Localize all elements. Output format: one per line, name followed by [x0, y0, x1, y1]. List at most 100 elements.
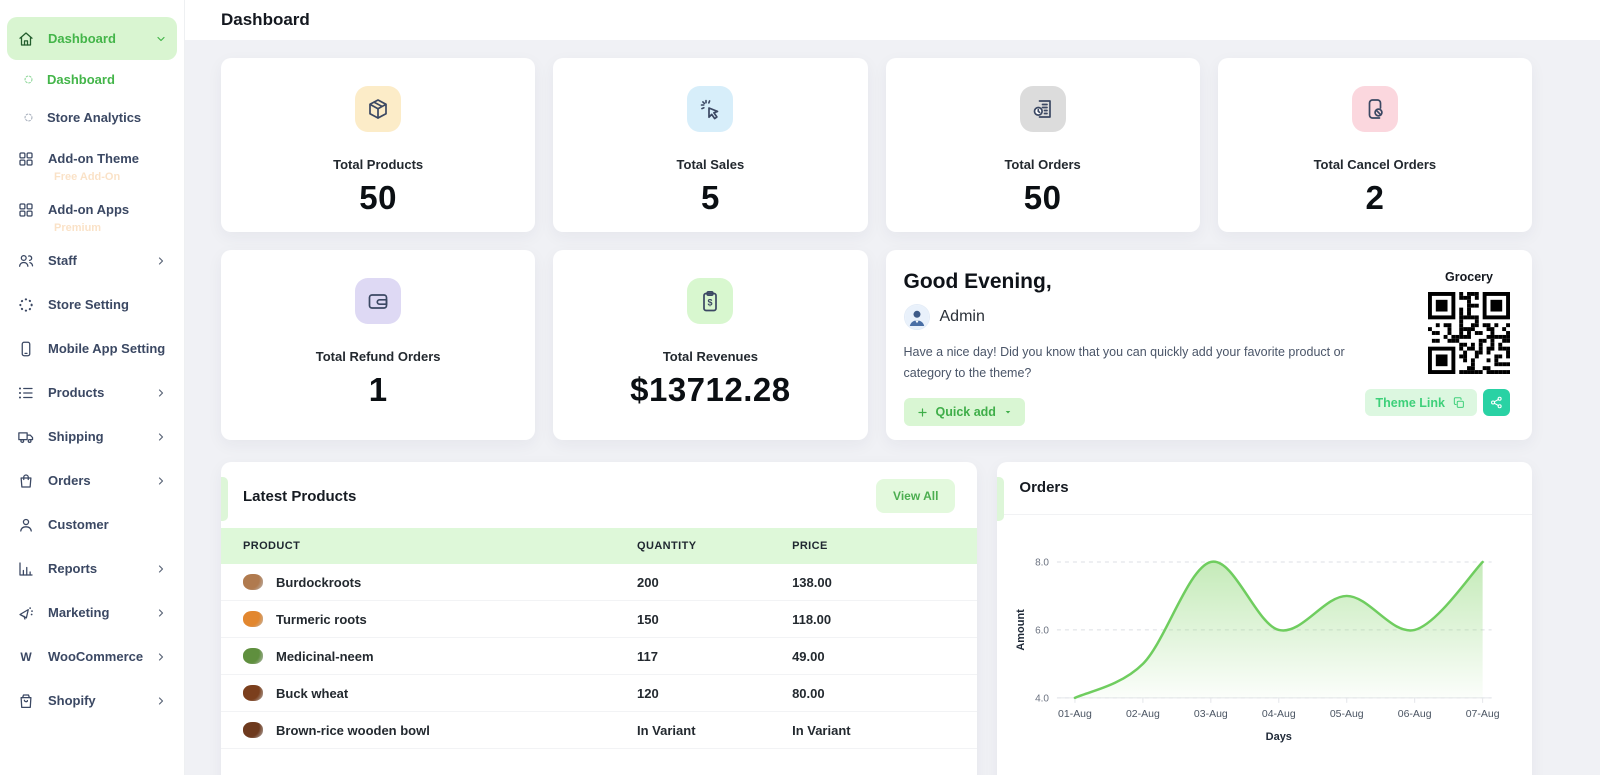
product-name: Medicinal-neem — [276, 648, 374, 664]
sidebar-item-dashboard[interactable]: Dashboard — [7, 61, 177, 98]
orders-chart-area: 8.0 6.0 4.0 01-Aug 02-Aug 03-Aug 04-Aug 05-Aug 0… — [997, 515, 1532, 775]
grid-icon — [17, 150, 35, 168]
table-row[interactable]: Buck wheat 120 80.00 — [221, 674, 978, 712]
table-row[interactable]: Brown-rice wooden bowl In Variant In Varia… — [221, 711, 978, 749]
qr-title: Grocery — [1445, 270, 1493, 284]
theme-link-label: Theme Link — [1375, 395, 1445, 410]
chevron-right-icon — [155, 695, 167, 707]
stat-card-total-sales: Total Sales 5 — [553, 58, 868, 232]
svg-text:6.0: 6.0 — [1035, 625, 1049, 636]
topbar: Dashboard — [185, 0, 1600, 40]
stat-label: Total Revenues — [662, 349, 758, 364]
product-thumbnail — [243, 685, 263, 701]
sidebar-item-badge: Free Add-On — [54, 171, 121, 183]
product-price: 80.00 — [792, 674, 978, 712]
column-header-quantity: QUANTITY — [637, 528, 793, 564]
product-thumbnail — [243, 574, 263, 590]
share-icon — [1489, 395, 1504, 410]
stat-icon-box: $ — [687, 278, 734, 324]
stat-label: Total Orders — [1004, 157, 1081, 172]
product-quantity: 200 — [637, 564, 793, 601]
theme-link-button[interactable]: Theme Link — [1364, 389, 1477, 416]
share-button[interactable] — [1483, 389, 1510, 416]
quick-add-label: Quick add — [935, 405, 996, 420]
svg-text:02-Aug: 02-Aug — [1126, 709, 1160, 720]
sidebar-item-orders[interactable]: Orders — [7, 459, 177, 502]
sidebar-item-label: Add-on Theme — [48, 151, 139, 166]
stat-card-total-revenues: $ Total Revenues $13712.28 — [553, 250, 868, 440]
sidebar-item-marketing[interactable]: Marketing — [7, 591, 177, 634]
cursor-click-icon — [698, 97, 722, 121]
order-document-icon — [1031, 97, 1055, 121]
latest-products-card: Latest Products View All PRODUCT QUANTITY… — [221, 462, 978, 775]
sidebar-item-mobile-app-setting[interactable]: Mobile App Setting — [7, 327, 177, 370]
stat-icon-box — [1351, 86, 1398, 132]
woocommerce-icon: W — [17, 648, 35, 666]
chevron-right-icon — [155, 651, 167, 663]
product-quantity: 150 — [637, 600, 793, 638]
greeting-message: Have a nice day! Did you know that you c… — [903, 345, 1345, 380]
svg-text:04-Aug: 04-Aug — [1262, 709, 1296, 720]
table-header-row: PRODUCT QUANTITY PRICE — [221, 528, 978, 564]
wallet-icon — [366, 289, 390, 313]
table-body: Burdockroots 200 138.00 Turmeric roots 150 11… — [221, 564, 978, 749]
sidebar-item-dashboard[interactable]: Dashboard — [7, 17, 177, 60]
svg-text:06-Aug: 06-Aug — [1398, 709, 1432, 720]
sidebar-item-label: Dashboard — [48, 31, 116, 46]
svg-text:8.0: 8.0 — [1035, 557, 1049, 568]
sidebar-item-label: Dashboard — [47, 72, 115, 87]
sidebar-item-woocommerce[interactable]: W WooCommerce — [7, 635, 177, 678]
sidebar-item-label: Reports — [48, 561, 98, 576]
stat-value: 1 — [368, 371, 388, 408]
circle-bullet-icon — [23, 112, 34, 123]
home-icon — [17, 30, 35, 48]
svg-text:05-Aug: 05-Aug — [1330, 709, 1364, 720]
latest-products-title: Latest Products — [243, 487, 357, 505]
stat-icon-box — [355, 278, 402, 324]
sidebar-item-reports[interactable]: Reports — [7, 547, 177, 590]
sidebar-item-add-on-theme[interactable]: Add-on Theme Free Add-On — [7, 137, 177, 183]
sidebar-item-label: Store Analytics — [47, 110, 142, 125]
spinner-icon — [17, 296, 35, 314]
sidebar-item-customer[interactable]: Customer — [7, 503, 177, 546]
sidebar-item-label: Staff — [48, 253, 77, 268]
sidebar-item-staff[interactable]: Staff — [7, 239, 177, 282]
sidebar-item-store-setting[interactable]: Store Setting — [7, 283, 177, 326]
card-accent — [997, 477, 1005, 521]
sidebar-item-shipping[interactable]: Shipping — [7, 415, 177, 458]
table-row[interactable]: Turmeric roots 150 118.00 — [221, 600, 978, 638]
quick-add-button[interactable]: Quick add — [903, 398, 1025, 427]
stat-value: 5 — [700, 179, 720, 216]
greeting-title: Good Evening, — [903, 270, 1052, 293]
sidebar-item-label: Marketing — [48, 605, 110, 620]
sidebar-item-label: Shopify — [48, 693, 96, 708]
bar-chart-icon — [17, 560, 35, 578]
orders-chart-title: Orders — [1019, 479, 1069, 496]
table-row[interactable]: Burdockroots 200 138.00 — [221, 564, 978, 601]
svg-text:Days: Days — [1266, 731, 1292, 743]
package-icon — [366, 97, 390, 121]
view-all-button[interactable]: View All — [876, 479, 956, 513]
table-row[interactable]: Medicinal-neem 117 49.00 — [221, 637, 978, 675]
sidebar-item-add-on-apps[interactable]: Add-on Apps Premium — [7, 188, 177, 234]
sidebar-item-shopify[interactable]: Shopify — [7, 679, 177, 722]
chevron-right-icon — [155, 387, 167, 399]
sidebar-item-label: Mobile App Setting — [48, 341, 166, 356]
stat-label: Total Products — [333, 157, 424, 172]
sidebar-item-badge: Premium — [54, 222, 102, 234]
card-accent — [221, 477, 228, 521]
sidebar-item-products[interactable]: Products — [7, 371, 177, 414]
users-icon — [17, 252, 35, 270]
user-icon — [17, 516, 35, 534]
sidebar-item-store-analytics[interactable]: Store Analytics — [7, 99, 177, 136]
product-name: Buck wheat — [276, 685, 349, 701]
stats-grid: Total Products 50 Total Sales 5 Total Orders… — [221, 58, 1532, 440]
shopify-icon — [17, 692, 35, 710]
sidebar-item-label: Store Setting — [48, 297, 129, 312]
product-thumbnail — [243, 648, 263, 664]
shopping-bag-icon — [17, 472, 35, 490]
circle-bullet-icon — [23, 74, 34, 85]
sidebar-item-label: Shipping — [48, 429, 104, 444]
invoice-icon: $ — [698, 289, 722, 313]
